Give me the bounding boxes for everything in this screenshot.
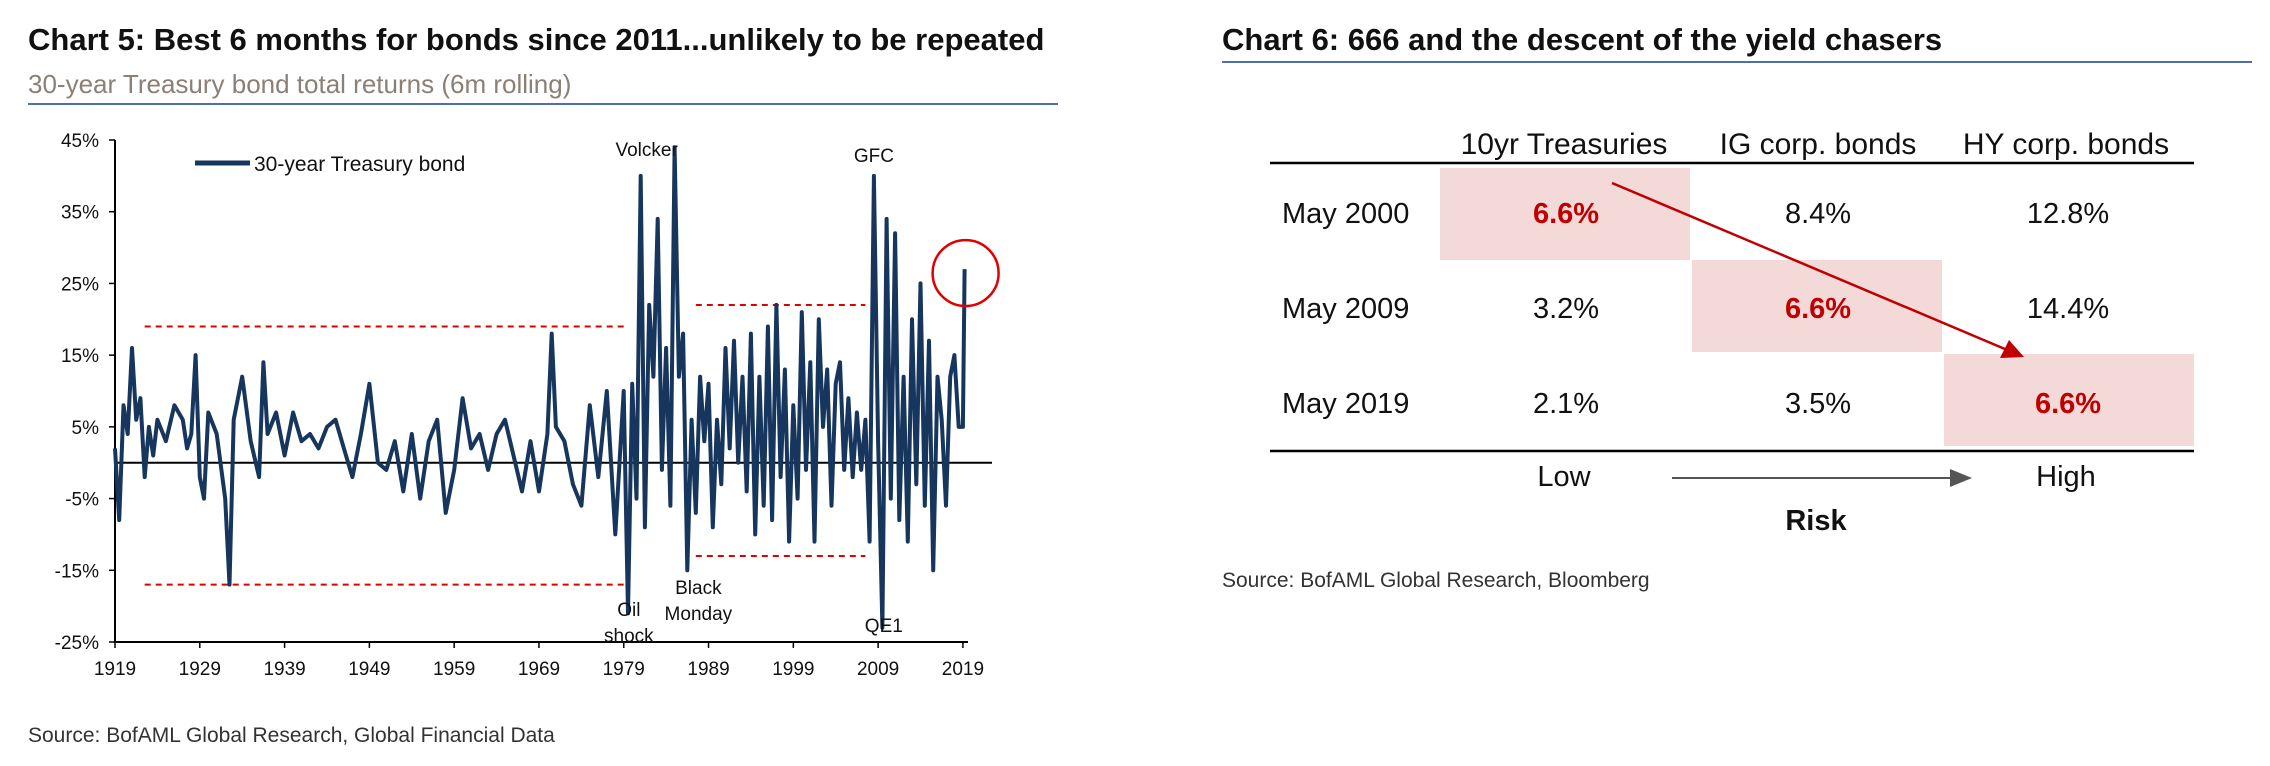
x-tick-label: 1949 (348, 659, 390, 680)
y-tick-label: -15% (55, 561, 99, 582)
table-row-may-2000: May 2000 6.6% 8.4% 12.8% (1282, 198, 2109, 230)
yield-table: 10yr Treasuries IG corp. bonds HY corp. … (1270, 128, 2194, 537)
col-header-ig-corp-bonds: IG corp. bonds (1720, 128, 1917, 161)
cell-10yr: 6.6% (1533, 198, 1599, 230)
table-row-may-2009: May 2009 3.2% 6.6% 14.4% (1282, 293, 2109, 325)
annotations: Volcker GFC Oil shock Black Monday QE1 (604, 140, 903, 647)
highlight-circle (931, 238, 1000, 308)
x-tick-label: 2019 (942, 659, 984, 680)
x-tick-label: 1979 (603, 659, 645, 680)
risk-axis-label: Risk (1785, 505, 1847, 537)
right-chart-panel: Chart 6: 666 and the descent of the yiel… (1222, 22, 2252, 592)
row-label: May 2019 (1282, 388, 1409, 420)
cell-ig: 6.6% (1785, 293, 1851, 325)
annotation-oil: Oil (617, 600, 640, 621)
x-tick-label: 1929 (179, 659, 221, 680)
table-row-may-2019: May 2019 2.1% 3.5% 6.6% (1282, 388, 2101, 420)
right-chart-title: Chart 6: 666 and the descent of the yiel… (1222, 22, 1942, 57)
x-tick-label: 1989 (687, 659, 729, 680)
highlight-cell-may2019-hy (1944, 354, 2194, 446)
legend-label: 30-year Treasury bond (254, 153, 465, 176)
annotation-monday: Monday (665, 604, 733, 625)
right-chart-source: Source: BofAML Global Research, Bloomber… (1222, 569, 1650, 592)
risk-arrow-head (1950, 469, 1972, 487)
left-chart-panel: Chart 5: Best 6 months for bonds since 2… (28, 22, 1058, 747)
y-tick-label: 25% (61, 274, 99, 295)
annotation-volcker: Volcker (615, 140, 678, 161)
annotation-qe1: QE1 (865, 616, 903, 637)
x-tick-label: 2009 (857, 659, 899, 680)
row-label: May 2009 (1282, 293, 1409, 325)
cell-hy: 14.4% (2027, 293, 2109, 325)
left-chart-title: Chart 5: Best 6 months for bonds since 2… (28, 22, 1044, 57)
risk-high-label: High (2036, 461, 2096, 493)
col-header-10yr-treasuries: 10yr Treasuries (1461, 128, 1668, 161)
series-line-30yr-treasury (113, 145, 967, 630)
cell-hy: 12.8% (2027, 198, 2109, 230)
legend: 30-year Treasury bond (195, 153, 465, 176)
x-tick-label: 1959 (433, 659, 475, 680)
col-header-hy-corp-bonds: HY corp. bonds (1963, 128, 2169, 161)
x-tick-label: 1919 (94, 659, 136, 680)
line-plot-area: 45% 35% 25% 15% 5% -5% -15% -25% 1919 1929 1939 19… (55, 131, 1000, 680)
yield-chase-arrow-line (1611, 181, 2013, 354)
x-tick-label: 1969 (518, 659, 560, 680)
annotation-shock: shock (604, 626, 654, 647)
y-axis: 45% 35% 25% 15% 5% -5% -15% -25% (55, 131, 116, 654)
reference-lines (144, 303, 866, 586)
left-chart-source: Source: BofAML Global Research, Global F… (28, 724, 555, 747)
y-tick-label: -5% (65, 490, 99, 511)
y-tick-label: -25% (55, 633, 99, 654)
annotation-gfc: GFC (854, 146, 894, 167)
x-tick-label: 1939 (263, 659, 305, 680)
annotation-black: Black (675, 578, 722, 599)
highlight-cell-may2000-treasuries (1440, 168, 1690, 260)
highlight-layer (931, 238, 1000, 308)
risk-low-label: Low (1537, 461, 1591, 493)
series-layer (113, 145, 967, 630)
x-tick-label: 1999 (772, 659, 814, 680)
cell-ig: 8.4% (1785, 198, 1851, 230)
cell-hy: 6.6% (2035, 388, 2101, 420)
cell-10yr: 3.2% (1533, 293, 1599, 325)
y-tick-label: 5% (72, 418, 100, 439)
cell-ig: 3.5% (1785, 388, 1851, 420)
y-tick-label: 15% (61, 346, 99, 367)
row-label: May 2000 (1282, 198, 1409, 230)
left-chart-subtitle: 30-year Treasury bond total returns (6m … (28, 69, 571, 99)
yield-chase-arrow-head (2000, 340, 2024, 358)
y-tick-label: 45% (61, 131, 99, 152)
cell-10yr: 2.1% (1533, 388, 1599, 420)
y-tick-label: 35% (61, 203, 99, 224)
